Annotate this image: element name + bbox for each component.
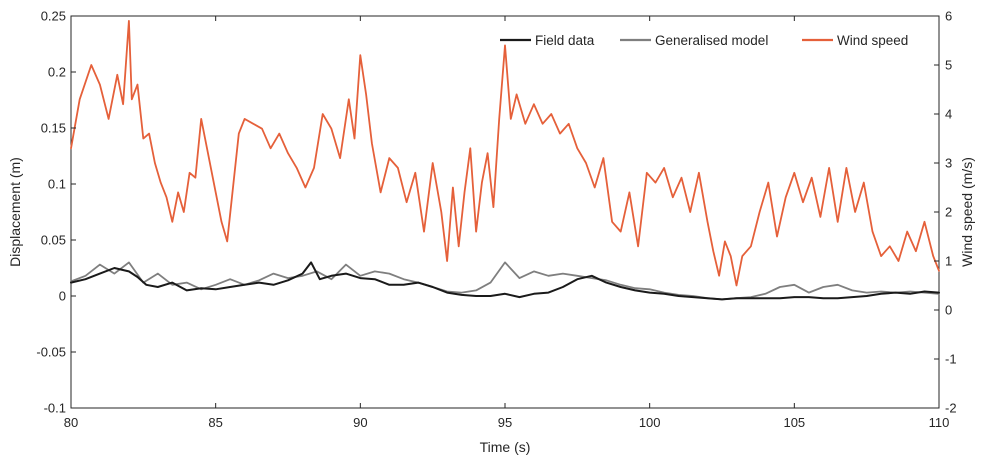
legend-label-wind-speed: Wind speed (837, 33, 908, 48)
legend-label-field-data: Field data (535, 33, 595, 48)
x-axis: 80 85 90 95 100 105 110 (64, 16, 950, 430)
y-right-tick-label: 4 (945, 107, 952, 122)
x-tick-label: 90 (353, 415, 367, 430)
x-tick-label: 95 (498, 415, 512, 430)
series-line-field-data (70, 261, 940, 301)
y-left-tick-label: 0.15 (41, 121, 66, 136)
plot-frame (70, 15, 940, 409)
x-tick-label: 100 (639, 415, 661, 430)
y-right-tick-label: -2 (945, 401, 957, 416)
y-left-tick-label: 0.1 (48, 177, 66, 192)
x-tick-label: 80 (64, 415, 78, 430)
series-line-wind-speed (70, 19, 940, 287)
y-left-tick-label: 0.25 (41, 9, 66, 24)
y-left-tick-label: -0.05 (36, 345, 66, 360)
y-axis-left-title: Displacement (m) (7, 157, 23, 267)
plot-area (70, 15, 940, 409)
legend-label-generalised-model: Generalised model (655, 33, 768, 48)
y-right-tick-label: 6 (945, 9, 952, 24)
y-axis-right-title: Wind speed (m/s) (959, 157, 975, 267)
y-right-tick-label: -1 (945, 352, 957, 367)
x-tick-label: 85 (208, 415, 222, 430)
y-right-tick-label: 5 (945, 58, 952, 73)
y-right-tick-label: 1 (945, 254, 952, 269)
y-left-tick-label: 0 (59, 289, 66, 304)
y-right-tick-label: 2 (945, 205, 952, 220)
y-left-tick-label: -0.1 (44, 401, 66, 416)
x-axis-title: Time (s) (480, 439, 531, 455)
y-left-tick-label: 0.2 (48, 65, 66, 80)
y-right-tick-label: 0 (945, 303, 952, 318)
y-left-tick-label: 0.05 (41, 233, 66, 248)
y-axis-left: -0.1 -0.05 0 0.05 0.1 0.15 0.2 0.25 (36, 9, 76, 416)
series-layer (70, 19, 940, 301)
y-axis-right: -2 -1 0 1 2 3 4 5 6 (934, 9, 957, 416)
x-tick-label: 105 (783, 415, 805, 430)
series-line-generalised-model (70, 261, 940, 301)
y-right-tick-label: 3 (945, 156, 952, 171)
x-tick-label: 110 (929, 415, 950, 430)
legend: Field data Generalised model Wind speed (500, 33, 908, 48)
